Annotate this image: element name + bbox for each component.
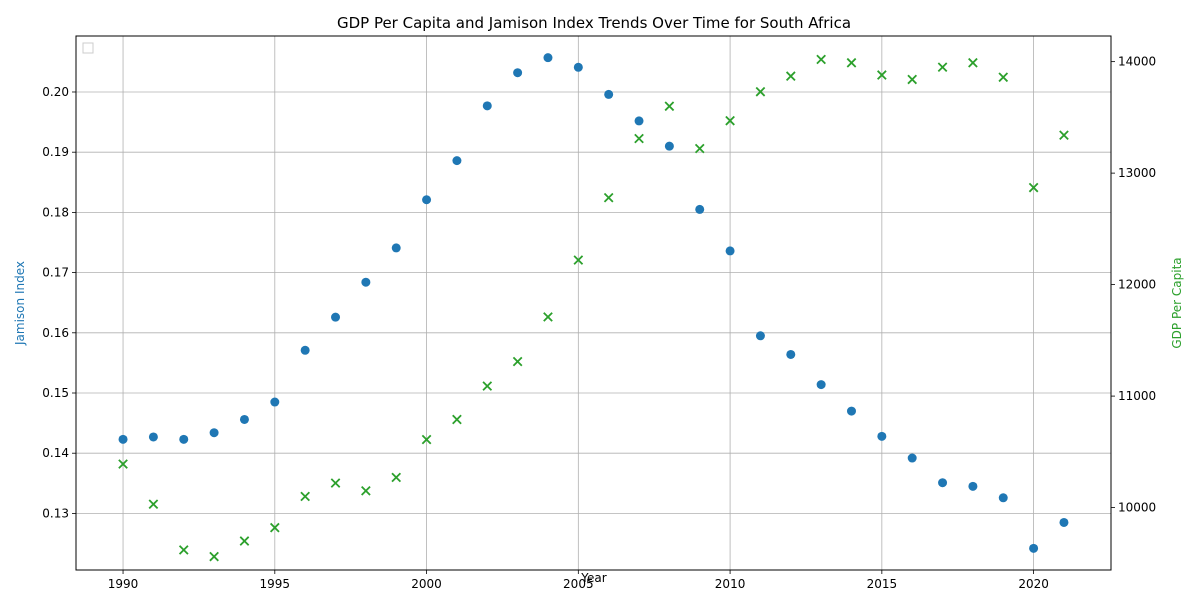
- gdp-per-capita-point: [118, 459, 128, 469]
- jamison-index-point: [968, 481, 978, 491]
- gdp-per-capita-point: [816, 54, 826, 65]
- data-marks: [118, 53, 1069, 562]
- y-axis-right-label: GDP Per Capita: [1170, 257, 1184, 348]
- plot-frame: [75, 35, 1112, 571]
- gdp-per-capita-point: [968, 57, 978, 68]
- gdp-per-capita-point: [877, 70, 887, 80]
- gdp-per-capita-point: [785, 71, 796, 81]
- x-tick-label: 2015: [867, 577, 898, 591]
- x-tick-label: 1995: [260, 577, 291, 591]
- x-tick-label: 2020: [1018, 577, 1049, 591]
- jamison-index-point: [361, 277, 371, 287]
- jamison-index-point: [1029, 543, 1039, 553]
- jamison-index-point: [998, 493, 1008, 503]
- gdp-per-capita-point: [603, 192, 614, 203]
- gdp-per-capita-point: [148, 499, 159, 510]
- y-left-tick-label: 0.19: [42, 145, 69, 159]
- gdp-per-capita-point: [755, 86, 766, 97]
- gdp-per-capita-point: [482, 381, 493, 391]
- jamison-index-point: [452, 156, 462, 166]
- y-axis-left-label: Jamison Index: [13, 261, 27, 346]
- grid-lines: [76, 36, 1111, 570]
- y-left-tick-label: 0.18: [42, 205, 69, 219]
- chart-title: GDP Per Capita and Jamison Index Trends …: [337, 14, 851, 32]
- jamison-index-point: [270, 397, 280, 407]
- gdp-per-capita-point: [573, 255, 584, 265]
- jamison-index-point: [634, 116, 644, 126]
- gdp-per-capita-point: [998, 72, 1009, 83]
- gdp-per-capita-point: [178, 545, 189, 555]
- jamison-index-point: [877, 431, 887, 441]
- gdp-per-capita-point: [269, 522, 280, 533]
- gdp-per-capita-point: [391, 472, 402, 483]
- jamison-index-point: [239, 414, 249, 424]
- gdp-per-capita-point: [725, 115, 735, 126]
- jamison-index-point: [179, 434, 189, 444]
- y-right-tick-label: 14000: [1118, 55, 1156, 69]
- jamison-index-point: [148, 432, 158, 442]
- jamison-index-point: [209, 428, 219, 438]
- legend-box: [82, 42, 94, 54]
- axis-ticks: 1990 1995 2000 2005 2010 2015 2020 0.13 0.14 0.15…: [42, 55, 1156, 591]
- jamison-index-point: [846, 406, 856, 416]
- jamison-index-point: [513, 68, 523, 78]
- y-left-tick-label: 0.16: [42, 326, 69, 340]
- gdp-per-capita-point: [634, 133, 644, 144]
- gdp-per-capita-point: [239, 536, 250, 546]
- gdp-per-capita-point: [846, 57, 857, 68]
- jamison-index-point: [543, 53, 553, 63]
- y-left-tick-label: 0.15: [42, 386, 69, 400]
- gdp-per-capita-point: [361, 486, 371, 496]
- x-tick-label: 2010: [715, 577, 746, 591]
- y-left-tick-label: 0.13: [42, 506, 69, 520]
- y-left-tick-label: 0.14: [42, 446, 69, 460]
- y-right-tick-label: 13000: [1118, 166, 1156, 180]
- x-tick-label: 2000: [411, 577, 442, 591]
- jamison-index-point: [391, 243, 401, 253]
- jamison-index-point: [300, 345, 310, 355]
- x-tick-label: 1990: [108, 577, 139, 591]
- y-left-tick-label: 0.17: [42, 266, 69, 280]
- jamison-index-point: [907, 453, 917, 463]
- gdp-per-capita-point: [694, 143, 705, 154]
- gdp-per-capita-point: [452, 414, 462, 425]
- y-right-tick-label: 10000: [1118, 501, 1156, 515]
- y-left-tick-label: 0.20: [42, 85, 69, 99]
- gdp-per-capita-point: [1059, 130, 1069, 141]
- gdp-per-capita-point: [330, 478, 341, 488]
- jamison-index-point: [695, 204, 705, 214]
- y-right-tick-label: 11000: [1118, 389, 1156, 403]
- gdp-per-capita-point: [664, 101, 675, 112]
- jamison-index-point: [1059, 517, 1069, 527]
- jamison-index-point: [755, 331, 765, 341]
- gdp-per-capita-point: [300, 491, 310, 502]
- jamison-index-point: [331, 312, 341, 322]
- jamison-index-point: [573, 62, 583, 72]
- jamison-index-point: [422, 195, 432, 205]
- gdp-per-capita-point: [907, 74, 918, 85]
- jamison-index-point: [482, 101, 492, 111]
- gdp-per-capita-point: [937, 62, 948, 73]
- gdp-per-capita-point: [209, 551, 219, 562]
- x-tick-label: 2005: [563, 577, 594, 591]
- y-right-tick-label: 12000: [1118, 278, 1156, 292]
- gdp-per-capita-point: [543, 312, 553, 322]
- jamison-index-point: [786, 349, 796, 359]
- gdp-per-capita-point: [421, 434, 432, 445]
- jamison-index-point: [664, 141, 674, 151]
- gdp-per-capita-point: [1028, 182, 1039, 193]
- jamison-index-point: [816, 380, 826, 390]
- jamison-index-point: [725, 246, 735, 256]
- x-axis-label: Year: [580, 571, 606, 585]
- jamison-index-point: [118, 434, 128, 444]
- jamison-index-point: [604, 89, 614, 99]
- gdp-per-capita-point: [512, 356, 523, 367]
- jamison-index-point: [938, 478, 948, 488]
